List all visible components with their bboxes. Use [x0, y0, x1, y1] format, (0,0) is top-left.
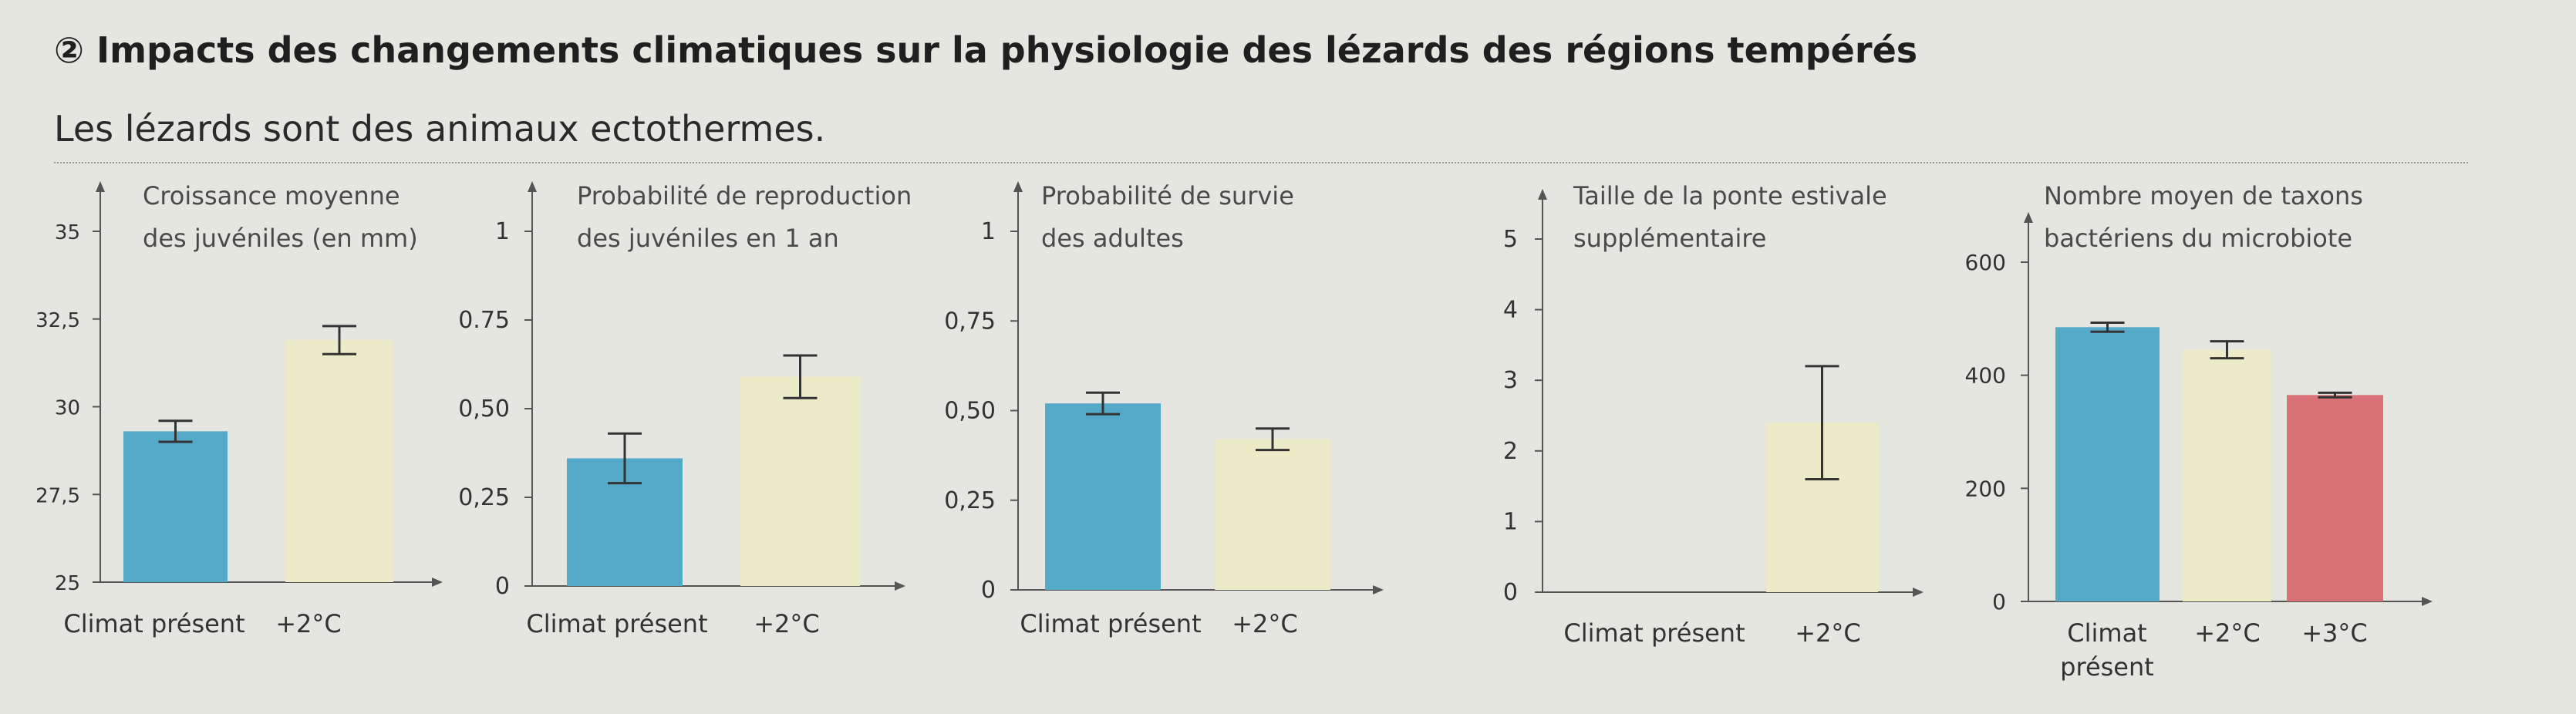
- chart5-category-label-2: +2°C: [2194, 618, 2261, 648]
- chart4-y-tick-label: 3: [1503, 367, 1518, 394]
- chart3-x-axis-arrow: [1373, 585, 1384, 594]
- chart5-y-tick-label: 400: [1965, 363, 2006, 389]
- chart1-bar-1: [123, 431, 228, 582]
- chart3-y-tick-label: 0: [981, 577, 996, 604]
- chart3-y-axis-arrow: [1013, 181, 1023, 192]
- chart1-y-axis-title-line1: Croissance moyenne: [143, 181, 400, 210]
- chart3-category-label-1: Climat présent: [1020, 609, 1201, 638]
- chart5-y-tick-label: 0: [1992, 589, 2006, 615]
- chart1-y-tick-label: 27,5: [35, 484, 80, 507]
- chart1-y-tick-label: 30: [55, 397, 80, 420]
- chart4-x-axis-arrow: [1913, 588, 1924, 597]
- chart2-y-axis-arrow: [528, 181, 537, 192]
- page-subtitle: Les lézards sont des animaux ectothermes…: [54, 108, 826, 150]
- chart4-y-axis-title-line1: Taille de la ponte estivale: [1573, 181, 1887, 210]
- chart3-y-tick-label: 0,50: [944, 398, 996, 425]
- chart5-category-label-3: +3°C: [2301, 618, 2368, 648]
- chart4-y-tick-label: 1: [1503, 508, 1518, 535]
- chart4-y-axis-title-line2: supplémentaire: [1573, 224, 1766, 253]
- chart4-y-tick-label: 2: [1503, 438, 1518, 465]
- chart2-y-tick-label: 0,25: [458, 484, 510, 511]
- chart3-y-tick-label: 1: [981, 218, 996, 245]
- chart2-bar-2: [740, 376, 860, 586]
- chart2-y-tick-label: 0,50: [458, 396, 510, 423]
- chart2-y-axis-title-line1: Probabilité de reproduction: [577, 181, 912, 210]
- chart5-category-label-1: Climat: [2067, 618, 2146, 648]
- chart3-y-axis-title-line2: des adultes: [1041, 224, 1184, 253]
- chart5-x-axis-arrow: [2422, 597, 2433, 606]
- chart3-y-axis-title-line1: Probabilité de survie: [1041, 181, 1294, 210]
- chart5-bar-3: [2287, 395, 2383, 601]
- chart5-bar-1: [2055, 327, 2160, 601]
- chart4-category-label-2: +2°C: [1795, 618, 1861, 648]
- chart2-y-axis-title-line2: des juvéniles en 1 an: [577, 224, 839, 253]
- chart3-bar-1: [1045, 403, 1161, 590]
- chart5-y-tick-label: 200: [1965, 476, 2006, 501]
- chart1-y-axis-title-line2: des juvéniles (en mm): [143, 224, 418, 253]
- chart4-category-label-1: Climat présent: [1563, 618, 1745, 648]
- chart5-y-axis-title-line1: Nombre moyen de taxons: [2044, 181, 2363, 210]
- chart5-category-label-1: présent: [2060, 652, 2154, 682]
- chart1-x-axis-arrow: [432, 578, 443, 587]
- divider: [54, 162, 2468, 163]
- chart2-category-label-2: +2°C: [754, 609, 820, 638]
- chart2-y-tick-label: 0: [495, 573, 510, 600]
- chart2-y-tick-label: 0.75: [458, 307, 510, 334]
- chart5-y-axis-title-line2: bactériens du microbiote: [2044, 224, 2352, 253]
- chart1-y-tick-label: 25: [55, 572, 80, 595]
- chart5-bar-2: [2183, 349, 2271, 601]
- chart2-category-label-1: Climat présent: [526, 609, 707, 638]
- chart4-y-axis-arrow: [1538, 189, 1547, 200]
- chart3-bar-2: [1215, 439, 1330, 590]
- chart1-y-tick-label: 32,5: [35, 309, 80, 332]
- chart3-category-label-2: +2°C: [1232, 609, 1298, 638]
- chart5-y-tick-label: 600: [1965, 250, 2006, 275]
- chart1-category-label-1: Climat présent: [63, 609, 244, 638]
- chart1-category-label-2: +2°C: [275, 609, 342, 638]
- chart3-y-tick-label: 0,75: [944, 308, 996, 335]
- chart2-y-tick-label: 1: [495, 218, 510, 245]
- chart5-y-axis-arrow: [2024, 212, 2033, 223]
- chart1-y-tick-label: 35: [55, 221, 80, 244]
- chart3-y-tick-label: 0,25: [944, 487, 996, 514]
- chart1-bar-2: [285, 340, 393, 582]
- chart2-x-axis-arrow: [895, 581, 905, 591]
- chart4-y-tick-label: 4: [1503, 297, 1518, 324]
- chart4-y-tick-label: 5: [1503, 226, 1518, 253]
- chart1-y-axis-arrow: [96, 181, 105, 192]
- chart4-y-tick-label: 0: [1503, 579, 1518, 606]
- page-title: ② Impacts des changements climatiques su…: [54, 29, 1918, 71]
